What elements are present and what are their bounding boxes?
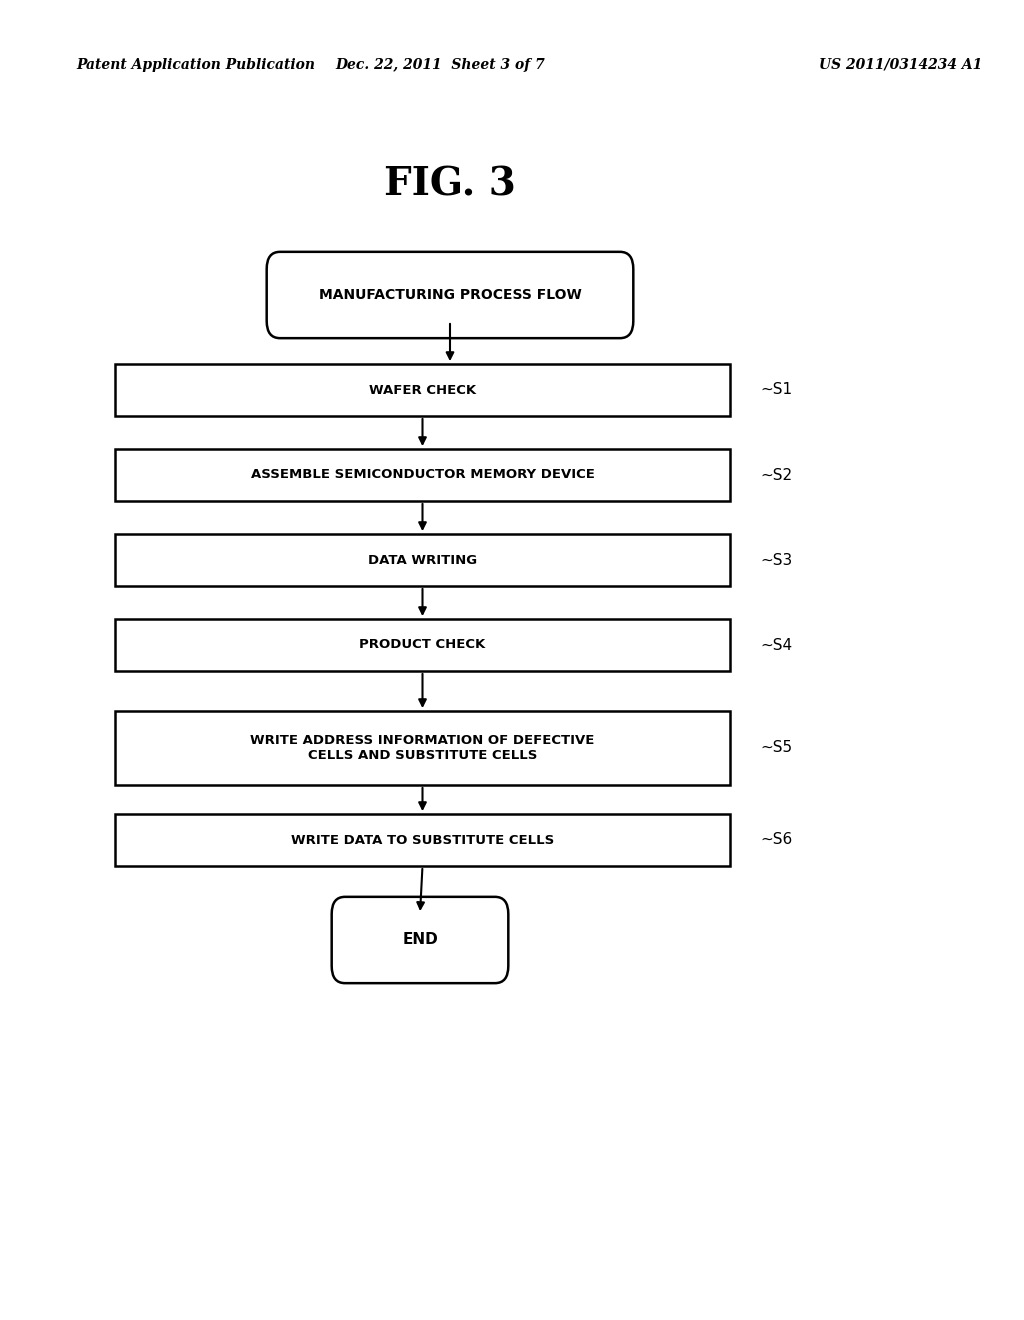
Text: WRITE ADDRESS INFORMATION OF DEFECTIVE
CELLS AND SUBSTITUTE CELLS: WRITE ADDRESS INFORMATION OF DEFECTIVE C…	[250, 734, 595, 762]
Text: ∼S2: ∼S2	[760, 467, 793, 483]
Text: Patent Application Publication: Patent Application Publication	[77, 58, 315, 73]
Text: ∼S3: ∼S3	[760, 553, 793, 568]
Text: ∼S6: ∼S6	[760, 833, 793, 847]
Text: DATA WRITING: DATA WRITING	[368, 553, 477, 566]
FancyBboxPatch shape	[115, 449, 730, 502]
FancyBboxPatch shape	[115, 814, 730, 866]
FancyBboxPatch shape	[332, 896, 508, 983]
Text: PRODUCT CHECK: PRODUCT CHECK	[359, 639, 485, 652]
Text: ∼S5: ∼S5	[760, 741, 793, 755]
Text: END: END	[402, 932, 438, 948]
FancyBboxPatch shape	[115, 364, 730, 416]
Text: WAFER CHECK: WAFER CHECK	[369, 384, 476, 396]
FancyBboxPatch shape	[115, 619, 730, 671]
Text: ∼S1: ∼S1	[760, 383, 793, 397]
Text: MANUFACTURING PROCESS FLOW: MANUFACTURING PROCESS FLOW	[318, 288, 582, 302]
Text: ASSEMBLE SEMICONDUCTOR MEMORY DEVICE: ASSEMBLE SEMICONDUCTOR MEMORY DEVICE	[251, 469, 595, 482]
Text: ∼S4: ∼S4	[760, 638, 793, 652]
Text: Dec. 22, 2011  Sheet 3 of 7: Dec. 22, 2011 Sheet 3 of 7	[336, 58, 545, 73]
FancyBboxPatch shape	[115, 711, 730, 785]
Text: WRITE DATA TO SUBSTITUTE CELLS: WRITE DATA TO SUBSTITUTE CELLS	[291, 833, 554, 846]
Text: US 2011/0314234 A1: US 2011/0314234 A1	[819, 58, 983, 73]
FancyBboxPatch shape	[266, 252, 633, 338]
Text: FIG. 3: FIG. 3	[384, 166, 516, 205]
FancyBboxPatch shape	[115, 535, 730, 586]
